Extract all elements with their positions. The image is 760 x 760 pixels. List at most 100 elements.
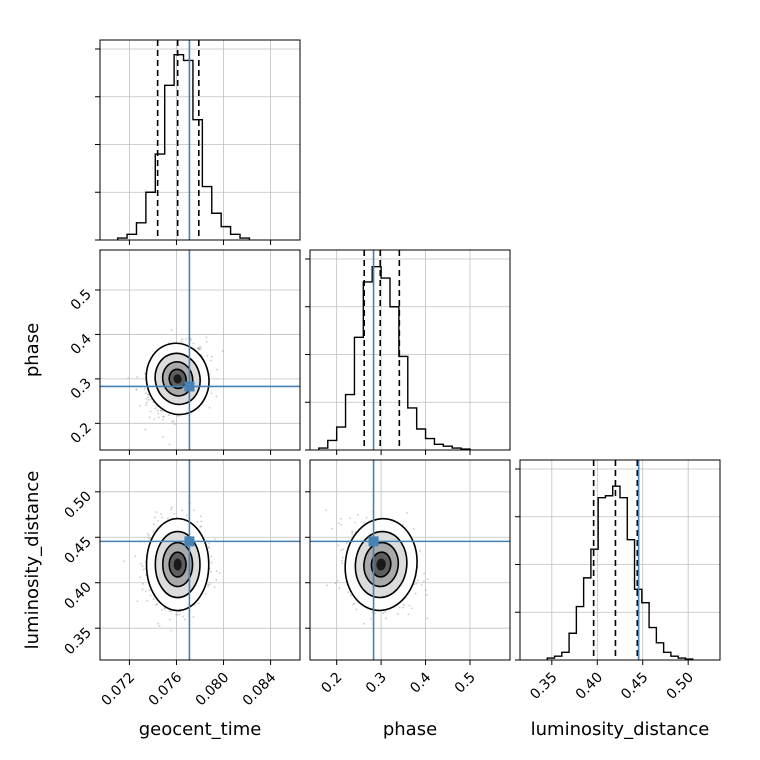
scatter-point <box>134 555 136 558</box>
xtick-label-phase-3: 0.5 <box>452 670 479 697</box>
scatter-point <box>192 342 195 345</box>
scatter-point <box>374 612 377 615</box>
xtick-label-luminosity-distance-3: 0.50 <box>664 670 697 703</box>
scatter-point <box>170 506 173 509</box>
scatter-point <box>190 339 193 341</box>
scatter-point <box>142 582 144 585</box>
y-axis-label-phase: phase <box>22 323 43 377</box>
panel-frame-2-1 <box>309 459 511 661</box>
scatter-point <box>158 625 161 628</box>
x-axis-label-phase: phase <box>383 719 437 740</box>
ytick-label-luminosity-distance-2: 0.45 <box>61 534 94 567</box>
xtick-label-luminosity-distance-0: 0.35 <box>527 670 560 703</box>
scatter-point <box>157 416 160 419</box>
scatter-point <box>215 578 218 581</box>
scatter-point <box>338 587 341 590</box>
scatter-point <box>149 410 152 413</box>
scatter-point <box>147 396 150 399</box>
scatter-point <box>324 509 327 512</box>
scatter-point <box>147 399 150 401</box>
ytick-label-phase-3: 0.5 <box>68 287 95 314</box>
contour-geocent-time-vs-luminosity-distance-2 <box>161 541 194 588</box>
xtick-label-geocent-time-2: 0.080 <box>193 670 233 710</box>
scatter-point <box>144 590 147 593</box>
scatter-point <box>208 542 211 545</box>
scatter-point <box>123 560 126 563</box>
xtick-label-geocent-time-0: 0.072 <box>99 670 139 710</box>
scatter-point <box>420 584 423 586</box>
scatter-point <box>182 615 184 618</box>
contour-geocent-time-vs-luminosity-distance-0 <box>145 517 210 612</box>
ytick-label-luminosity-distance-3: 0.50 <box>61 488 94 521</box>
scatter-point <box>166 517 169 520</box>
scatter-point <box>197 602 200 605</box>
contour-geocent-time-vs-luminosity-distance-3 <box>168 551 187 578</box>
density-level-geocent-time-vs-luminosity-distance-4 <box>173 558 182 571</box>
scatter-point <box>340 549 342 552</box>
scatter-point <box>210 570 212 573</box>
truth-marker-geocent-time-vs-luminosity-distance <box>184 536 195 547</box>
scatter-point <box>200 520 203 523</box>
scatter-point <box>170 629 173 632</box>
density-geocent-time-vs-luminosity-distance <box>123 502 221 632</box>
scatter-point <box>185 514 188 517</box>
scatter-point <box>152 523 155 526</box>
scatter-point <box>345 542 348 544</box>
scatter-point <box>385 617 387 620</box>
scatter-point <box>207 585 210 588</box>
xtick-label-geocent-time-3: 0.084 <box>240 669 280 709</box>
scatter-point <box>152 530 155 533</box>
scatter-point <box>149 398 152 401</box>
scatter-point <box>145 404 148 407</box>
scatter-point <box>208 545 210 548</box>
scatter-point <box>176 613 179 616</box>
scatter-point <box>168 414 170 417</box>
scatter-point <box>153 418 155 421</box>
scatter-point <box>337 522 340 525</box>
scatter-point <box>162 435 164 438</box>
contour-geocent-time-vs-phase-3 <box>168 368 187 390</box>
scatter-point <box>152 598 155 601</box>
contour-geocent-time-vs-phase-1 <box>154 352 201 406</box>
scatter-point <box>423 572 425 575</box>
histogram-luminosity-distance <box>546 485 694 660</box>
scatter-point <box>347 591 350 594</box>
truth-marker-phase-vs-luminosity-distance <box>368 536 379 547</box>
scatter-point <box>353 602 356 605</box>
ytick-label-phase-0: 0.2 <box>68 420 95 447</box>
scatter-point <box>160 513 162 515</box>
scatter-point <box>206 354 209 357</box>
scatter-point <box>174 423 176 426</box>
x-axis-label-luminosity-distance: luminosity_distance <box>531 719 710 740</box>
scatter-point <box>214 538 216 541</box>
scatter-point <box>365 516 368 519</box>
xtick-label-phase-2: 0.4 <box>407 669 434 696</box>
scatter-point <box>210 555 213 558</box>
ytick-label-luminosity-distance-0: 0.35 <box>61 625 94 658</box>
scatter-point <box>196 347 199 349</box>
scatter-point <box>163 415 165 418</box>
scatter-point <box>141 565 144 567</box>
labels-layer: geocent_time phase luminosity_distance p… <box>22 323 709 740</box>
scatter-point <box>208 406 211 409</box>
scatter-point <box>425 593 428 596</box>
scatter-point <box>170 329 173 331</box>
scatter-point <box>192 616 195 618</box>
scatter-point <box>370 617 373 620</box>
scatter-point <box>407 613 410 616</box>
scatter-point <box>426 578 429 581</box>
scatter-point <box>154 407 157 410</box>
scatter-point <box>357 513 360 516</box>
scatter-point <box>349 517 351 519</box>
histogram-geocent-time <box>116 54 251 240</box>
scatter-point <box>414 592 417 595</box>
scatter-point <box>145 401 148 404</box>
ytick-label-phase-2: 0.4 <box>68 331 95 358</box>
scatter-point <box>156 603 159 606</box>
scatter-point <box>363 522 365 524</box>
panel-frame-2-2 <box>519 459 721 661</box>
scatter-point <box>156 409 159 412</box>
contour-phase-vs-luminosity-distance-2 <box>363 541 400 588</box>
scatter-point <box>181 509 183 512</box>
grid-layer <box>100 40 720 660</box>
